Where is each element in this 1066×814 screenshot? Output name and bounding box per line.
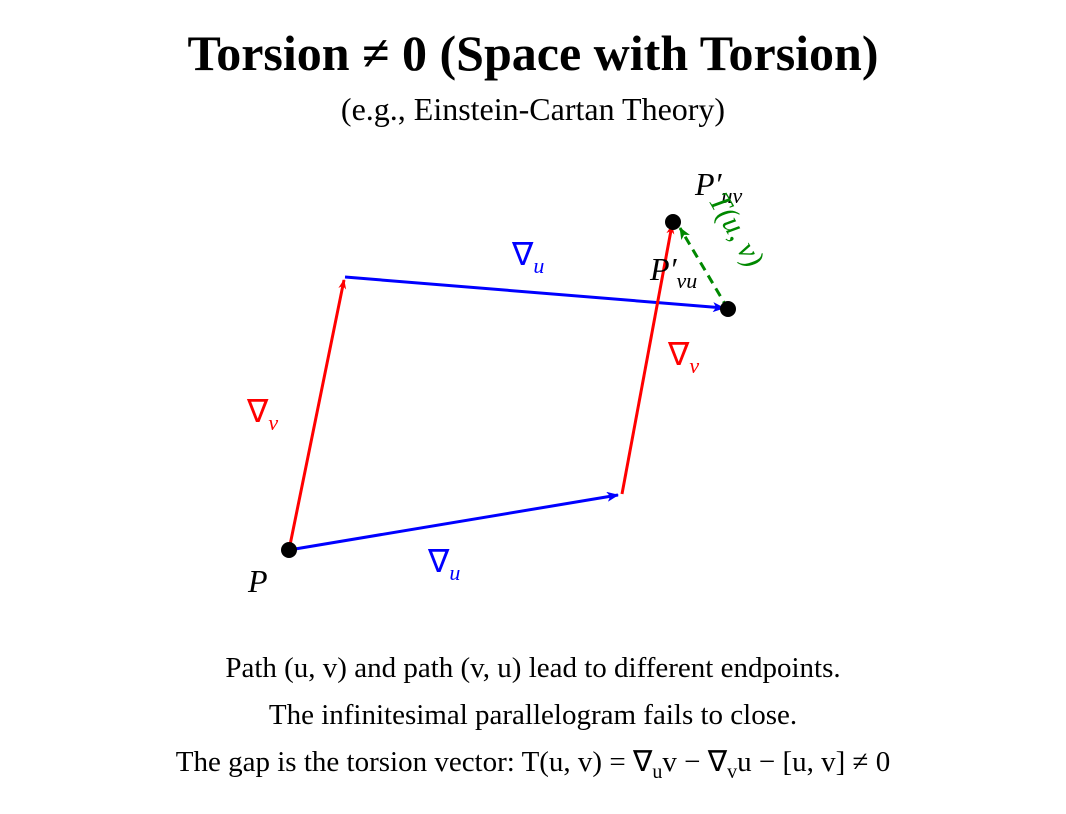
label-edge-bottom: ∇u: [427, 543, 460, 585]
label-edge-left: ∇v: [246, 393, 278, 435]
caption-line: Path (u, v) and path (v, u) lead to diff…: [225, 652, 840, 684]
edge-top: [344, 275, 725, 313]
label-symbol: ∇: [511, 236, 534, 272]
caption-sub: v: [727, 761, 737, 783]
caption-text: v − ∇: [662, 746, 727, 778]
label-symbol: ∇: [427, 543, 450, 579]
title: Torsion ≠ 0 (Space with Torsion): [187, 25, 878, 81]
label-symbol: ∇: [246, 393, 269, 429]
subtitle: (e.g., Einstein-Cartan Theory): [341, 91, 725, 127]
label-p-vu: P′vu: [649, 251, 697, 293]
label-sub: u: [533, 253, 544, 278]
torsion-gap: [678, 227, 730, 310]
edge-bottom: [288, 491, 619, 552]
label-sub: u: [449, 560, 460, 585]
label-base: P′: [694, 166, 723, 202]
label-sub: uv: [722, 183, 743, 208]
label-p-uv: P′uv: [694, 166, 743, 208]
caption-sub: u: [652, 761, 662, 783]
label-sub: v: [689, 353, 699, 378]
caption-text: u − [u, v] ≠ 0: [737, 746, 890, 778]
label-sub: vu: [677, 268, 698, 293]
label-base: P′: [649, 251, 678, 287]
point-p: [281, 542, 297, 558]
caption-line: The infinitesimal parallelogram fails to…: [269, 699, 797, 731]
label-gap: T(u, v): [702, 187, 771, 273]
label-symbol: ∇: [667, 336, 690, 372]
label-edge-right: ∇v: [667, 336, 699, 378]
edge-left: [287, 279, 347, 551]
caption-text: T(u, v) = ∇: [522, 746, 653, 778]
caption-text: The gap is the torsion vector:: [176, 746, 522, 778]
point-p-uv: [665, 214, 681, 230]
point-p-vu: [720, 301, 736, 317]
label-sub: v: [268, 410, 278, 435]
caption-line: The gap is the torsion vector: T(u, v) =…: [176, 746, 890, 783]
label-edge-top: ∇u: [511, 236, 544, 278]
edge-right: [620, 224, 675, 495]
label-p: P: [247, 563, 268, 599]
